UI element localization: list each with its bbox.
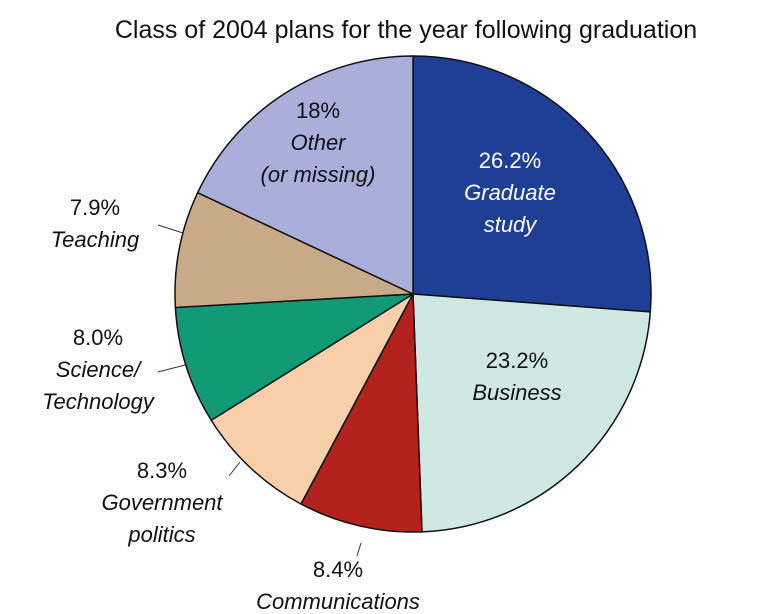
category-label: Technology bbox=[42, 389, 156, 414]
slice-label-business: 23.2% Business bbox=[472, 348, 561, 405]
slice-label-government-politics: 8.3% Government politics bbox=[101, 458, 223, 547]
pie-slice-business bbox=[412, 293, 652, 533]
slice-label-teaching: 7.9% Teaching bbox=[51, 195, 140, 252]
chart-title: Class of 2004 plans for the year followi… bbox=[115, 16, 697, 44]
category-label: Government bbox=[101, 490, 223, 515]
pie-slice-other-or-missing bbox=[196, 55, 414, 296]
category-label: Business bbox=[472, 380, 561, 405]
pie-slice-communications bbox=[299, 291, 423, 533]
leader-line-teaching bbox=[157, 224, 184, 234]
percent-label: 7.9% bbox=[70, 195, 120, 220]
percent-label: 8.3% bbox=[137, 458, 187, 483]
pie-slice-science-technology bbox=[174, 293, 414, 422]
pie-slice-teaching bbox=[174, 191, 414, 309]
category-label: Science/ bbox=[56, 357, 142, 382]
percent-label: 8.4% bbox=[313, 557, 363, 582]
pie-slice-government-politics bbox=[210, 291, 415, 505]
percent-label: 8.0% bbox=[73, 325, 123, 350]
slice-label-other-or-missing: 18% Other (or missing) bbox=[261, 98, 376, 187]
pie-slice-graduate-study bbox=[412, 55, 652, 313]
slice-labels: 26.2% Graduate study 23.2% Business 8.4% Commu… bbox=[42, 98, 562, 614]
percent-label: 23.2% bbox=[486, 348, 548, 373]
category-label: Other bbox=[290, 130, 347, 155]
leader-lines bbox=[157, 224, 362, 557]
category-label: study bbox=[484, 212, 539, 237]
category-label: Teaching bbox=[51, 227, 140, 252]
percent-label: 18% bbox=[296, 98, 340, 123]
category-label: Graduate bbox=[464, 180, 556, 205]
category-label: politics bbox=[127, 522, 195, 547]
category-label: (or missing) bbox=[261, 162, 376, 187]
pie-slices bbox=[174, 55, 652, 533]
slice-label-science-technology: 8.0% Science/Technology bbox=[42, 325, 156, 414]
leader-line-government-politics bbox=[228, 461, 241, 477]
leader-line-communications bbox=[356, 542, 362, 557]
slice-label-communications: 8.4% Communications bbox=[256, 557, 420, 614]
slice-label-graduate-study: 26.2% Graduate study bbox=[464, 148, 556, 237]
percent-label: 26.2% bbox=[479, 148, 541, 173]
leader-line-science-technology bbox=[157, 364, 186, 373]
category-label: Communications bbox=[256, 589, 420, 614]
